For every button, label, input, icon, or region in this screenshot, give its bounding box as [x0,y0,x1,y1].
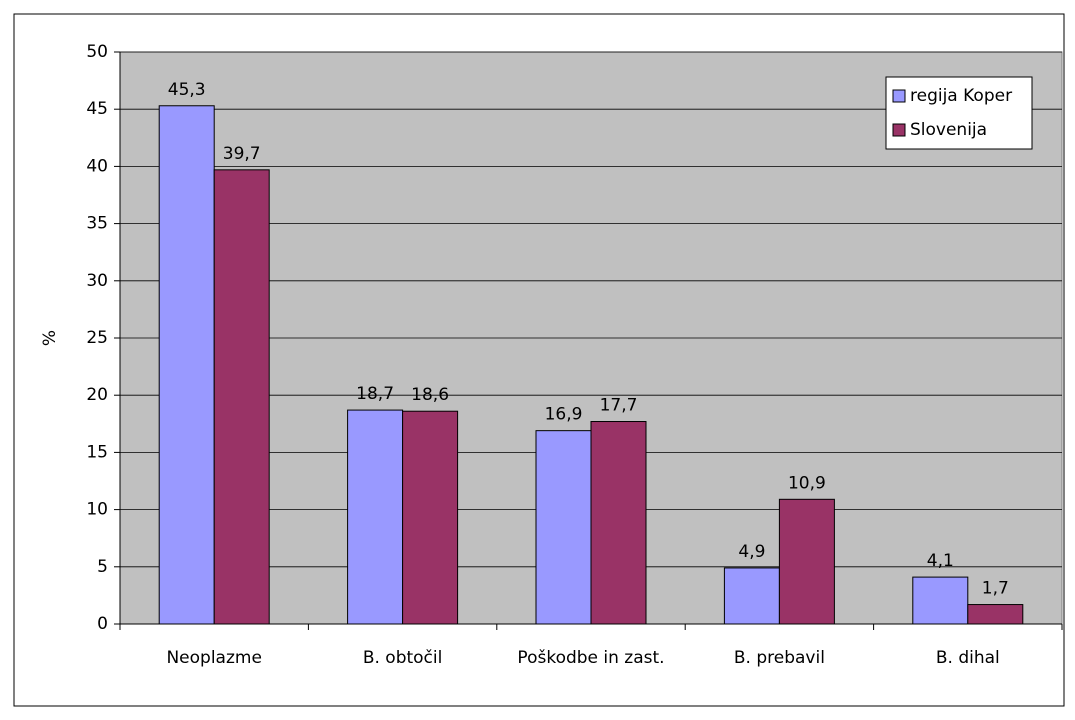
y-tick-label: 20 [86,385,108,405]
value-label: 18,7 [356,384,394,404]
value-label: 39,7 [223,144,261,164]
y-tick-label: 10 [86,500,108,520]
y-tick-label: 15 [86,442,108,462]
legend-label: Slovenija [910,120,987,140]
value-label: 4,9 [738,542,765,562]
y-axis-label: % [40,330,60,346]
y-tick-label: 0 [97,614,108,634]
bar [778,498,835,625]
y-tick-label: 40 [86,156,108,176]
value-label: 4,1 [927,551,954,571]
y-tick-label: 45 [86,99,108,119]
value-label: 10,9 [788,473,826,493]
legend-swatch [892,89,906,103]
value-label: 45,3 [168,80,206,100]
x-tick-label: Neoplazme [166,648,262,668]
bar [967,604,1024,625]
y-tick-label: 30 [86,271,108,291]
bar [590,421,647,625]
legend-box [885,76,1033,150]
y-tick-label: 50 [86,42,108,62]
x-tick-label: B. dihal [935,648,1000,668]
x-tick-label: Poškodbe in zast. [517,648,665,668]
x-tick-label: B. obtočil [362,648,443,668]
bar [402,410,459,625]
value-label: 16,9 [545,405,583,425]
bar [213,169,270,625]
bar [158,105,215,625]
legend-label: regija Koper [910,86,1012,106]
value-label: 18,6 [411,385,449,405]
bar [347,409,404,625]
y-tick-label: 5 [97,557,108,577]
value-label: 1,7 [982,579,1009,599]
bar [723,567,780,625]
bar [912,576,969,625]
value-label: 17,7 [600,396,638,416]
legend-swatch [892,123,906,137]
x-tick-label: B. prebavil [733,648,825,668]
y-tick-label: 35 [86,214,108,234]
y-tick-label: 25 [86,328,108,348]
bar [535,430,592,625]
